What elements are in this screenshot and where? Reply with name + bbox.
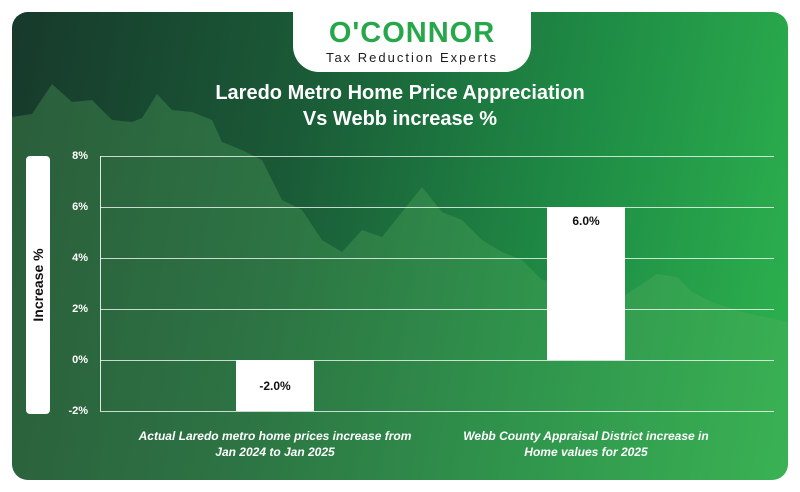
y-tick-label: 2% bbox=[72, 303, 88, 315]
gridline bbox=[100, 360, 774, 361]
bar bbox=[236, 360, 314, 411]
y-axis-label-box bbox=[26, 156, 50, 414]
category-label-laredo-line-1: Actual Laredo metro home prices increase… bbox=[138, 429, 412, 443]
y-tick-label: -2% bbox=[68, 405, 88, 417]
chart-title: Laredo Metro Home Price Appreciation Vs … bbox=[12, 80, 788, 132]
category-label-laredo-line-2: Jan 2024 to Jan 2025 bbox=[215, 445, 335, 459]
background-price-silhouette bbox=[12, 84, 788, 480]
brand-tagline: Tax Reduction Experts bbox=[325, 50, 499, 65]
brand-wordmark: O'CONNOR bbox=[328, 17, 496, 49]
category-label-webb-line-2: Home values for 2025 bbox=[524, 445, 648, 459]
y-axis-line bbox=[100, 156, 101, 411]
category-label-laredo: Actual Laredo metro home prices increase… bbox=[130, 428, 420, 460]
bar bbox=[547, 207, 625, 360]
chart-title-line-1: Laredo Metro Home Price Appreciation bbox=[215, 82, 585, 104]
gridline bbox=[100, 309, 774, 310]
gridline bbox=[100, 156, 774, 157]
y-tick-label: 6% bbox=[72, 201, 88, 213]
bar-value-label: -2.0% bbox=[259, 378, 291, 393]
gridline bbox=[100, 411, 774, 412]
y-tick-label: 8% bbox=[72, 150, 88, 162]
logo-tab: O'CONNOR Tax Reduction Experts bbox=[293, 12, 531, 72]
gridline bbox=[100, 258, 774, 259]
bar-value-label: 6.0% bbox=[572, 214, 600, 228]
y-tick-label: 4% bbox=[72, 252, 88, 264]
gridline bbox=[100, 207, 774, 208]
category-label-webb: Webb County Appraisal District increase … bbox=[441, 428, 731, 460]
y-tick-label: 0% bbox=[72, 354, 88, 366]
category-label-webb-line-1: Webb County Appraisal District increase … bbox=[463, 429, 709, 443]
chart-card: O'CONNOR Tax Reduction Experts bbox=[12, 12, 788, 480]
chart-title-line-2: Vs Webb increase % bbox=[302, 108, 498, 130]
